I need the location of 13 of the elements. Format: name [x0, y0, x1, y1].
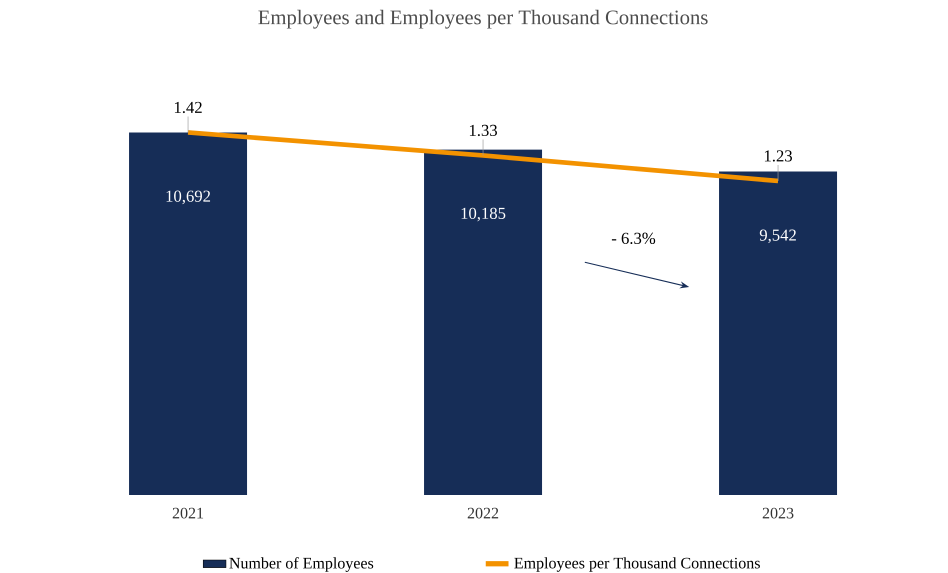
data-label: 1.42	[174, 102, 202, 114]
data-label: 1.23	[764, 150, 792, 162]
data-label: 10,185	[462, 208, 506, 222]
data-label: 10,692	[166, 190, 210, 204]
annotation: - 6.3%	[612, 232, 656, 244]
legend-label: Number of Employees	[229, 557, 374, 572]
chart-title: Employees and Employees per Thousand Connections	[258, 10, 708, 29]
x-tick-label: 2021	[172, 508, 204, 518]
data-label: 1.33	[470, 124, 497, 136]
data-label: 9,542	[760, 230, 796, 244]
legend-label: Employees per Thousand Connections	[514, 557, 760, 572]
x-tick-label: 2023	[762, 508, 794, 518]
x-tick-label: 2022	[468, 508, 498, 518]
